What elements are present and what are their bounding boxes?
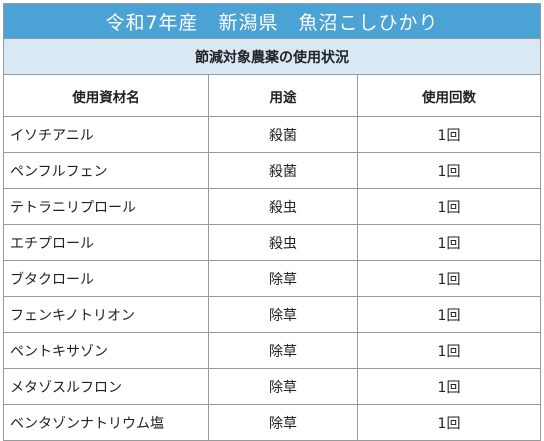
material-name-cell: ブタクロール	[4, 261, 209, 297]
use-cell: 殺菌	[209, 153, 358, 189]
table-row: テトラニリプロール 殺虫 1回	[4, 189, 541, 225]
use-cell: 殺菌	[209, 117, 358, 153]
table-row: ベンタゾンナトリウム塩 除草 1回	[4, 405, 541, 441]
count-cell: 1回	[358, 333, 541, 369]
use-cell: 除草	[209, 405, 358, 441]
use-cell: 殺虫	[209, 189, 358, 225]
table-row: エチプロール 殺虫 1回	[4, 225, 541, 261]
table-row: フェンキノトリオン 除草 1回	[4, 297, 541, 333]
material-name-cell: フェンキノトリオン	[4, 297, 209, 333]
use-cell: 除草	[209, 297, 358, 333]
use-cell: 除草	[209, 333, 358, 369]
material-name-cell: ペントキサゾン	[4, 333, 209, 369]
table-row: メタゾスルフロン 除草 1回	[4, 369, 541, 405]
material-name-cell: ペンフルフェン	[4, 153, 209, 189]
material-name-cell: メタゾスルフロン	[4, 369, 209, 405]
use-cell: 殺虫	[209, 225, 358, 261]
header-use: 用途	[209, 75, 358, 117]
subtitle-row: 節減対象農薬の使用状況	[4, 39, 541, 75]
material-name-cell: イソチアニル	[4, 117, 209, 153]
material-name-cell: ベンタゾンナトリウム塩	[4, 405, 209, 441]
count-cell: 1回	[358, 153, 541, 189]
use-cell: 除草	[209, 261, 358, 297]
use-cell: 除草	[209, 369, 358, 405]
table-row: ペントキサゾン 除草 1回	[4, 333, 541, 369]
table-title: 令和7年産 新潟県 魚沼こしひかり	[4, 4, 541, 39]
title-row: 令和7年産 新潟県 魚沼こしひかり	[4, 4, 541, 39]
table-row: ペンフルフェン 殺菌 1回	[4, 153, 541, 189]
header-row: 使用資材名 用途 使用回数	[4, 75, 541, 117]
table-subtitle: 節減対象農薬の使用状況	[4, 39, 541, 75]
count-cell: 1回	[358, 225, 541, 261]
header-material-name: 使用資材名	[4, 75, 209, 117]
count-cell: 1回	[358, 261, 541, 297]
pesticide-usage-table: 令和7年産 新潟県 魚沼こしひかり 節減対象農薬の使用状況 使用資材名 用途 使…	[3, 3, 541, 441]
table-row: イソチアニル 殺菌 1回	[4, 117, 541, 153]
count-cell: 1回	[358, 405, 541, 441]
count-cell: 1回	[358, 369, 541, 405]
header-count: 使用回数	[358, 75, 541, 117]
count-cell: 1回	[358, 297, 541, 333]
table-row: ブタクロール 除草 1回	[4, 261, 541, 297]
material-name-cell: テトラニリプロール	[4, 189, 209, 225]
material-name-cell: エチプロール	[4, 225, 209, 261]
count-cell: 1回	[358, 189, 541, 225]
count-cell: 1回	[358, 117, 541, 153]
